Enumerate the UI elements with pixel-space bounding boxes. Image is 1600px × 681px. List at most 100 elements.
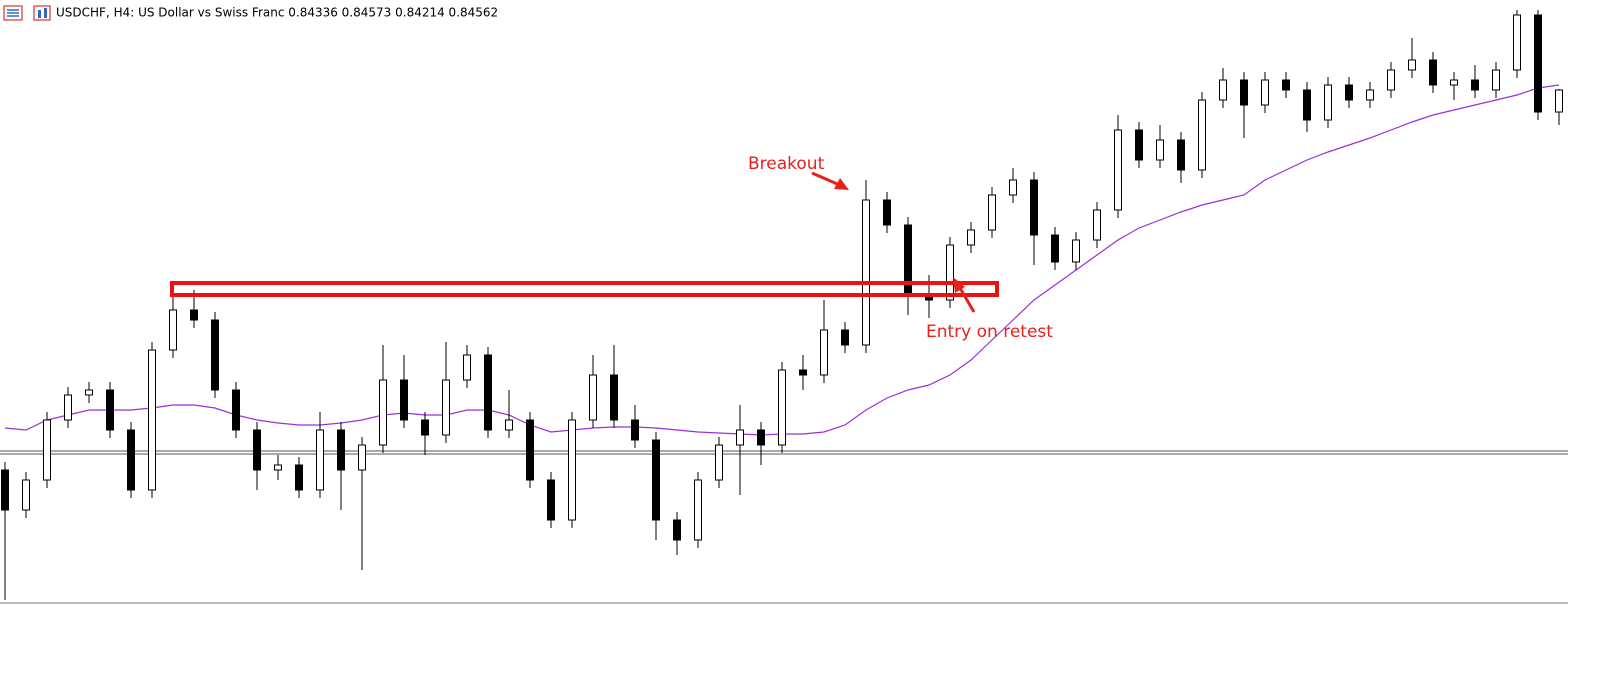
- candle: [127, 422, 135, 498]
- candle-body: [589, 374, 597, 421]
- candle: [715, 437, 723, 488]
- candle: [1135, 122, 1143, 168]
- candle: [85, 382, 93, 403]
- candle: [841, 322, 849, 353]
- candle: [148, 342, 156, 498]
- candle: [778, 362, 786, 453]
- candle-body: [1009, 179, 1017, 196]
- candle: [1009, 168, 1017, 203]
- candle-body: [1261, 79, 1269, 106]
- candle-body: [1177, 139, 1185, 171]
- candle-body: [673, 519, 681, 541]
- candle-body: [1555, 89, 1563, 113]
- candle-body: [211, 319, 219, 391]
- candle-body: [1324, 84, 1332, 121]
- candle: [64, 387, 72, 428]
- candle: [799, 355, 807, 390]
- candle-body: [295, 464, 303, 491]
- candle: [295, 457, 303, 498]
- candle: [1282, 72, 1290, 98]
- candle: [1555, 89, 1563, 125]
- candle-body: [841, 329, 849, 346]
- candle-body: [190, 309, 198, 321]
- candle-body: [1282, 79, 1290, 91]
- arrow-head: [953, 277, 965, 293]
- candle-body: [988, 194, 996, 231]
- candle: [694, 472, 702, 548]
- candle-body: [1429, 59, 1437, 86]
- candle-body: [1408, 59, 1416, 71]
- candle: [610, 345, 618, 428]
- candle: [1387, 62, 1395, 98]
- candle: [547, 472, 555, 528]
- candle-body: [1114, 129, 1122, 211]
- candle: [1261, 72, 1269, 113]
- candle: [967, 222, 975, 253]
- candle-body: [484, 354, 492, 431]
- candle: [820, 300, 828, 383]
- candle: [169, 285, 177, 358]
- candle-body: [400, 379, 408, 421]
- candle-body: [379, 379, 387, 446]
- candle: [1114, 115, 1122, 218]
- candle-body: [358, 444, 366, 471]
- candle-body: [22, 479, 30, 511]
- plot: [1, 10, 1563, 600]
- candle-body: [862, 199, 870, 346]
- candle-body: [1513, 14, 1521, 71]
- arrow: [958, 287, 976, 313]
- candle-body: [106, 389, 114, 431]
- candle-body: [64, 394, 72, 421]
- candle-body: [1135, 129, 1143, 161]
- candle: [463, 345, 471, 388]
- candle: [1492, 62, 1500, 98]
- candle: [883, 192, 891, 233]
- candle-body: [253, 429, 261, 471]
- candle-body: [1303, 89, 1311, 121]
- candle-body: [1051, 234, 1059, 263]
- candle: [1093, 202, 1101, 248]
- candle-body: [1219, 79, 1227, 101]
- candle-body: [148, 349, 156, 491]
- candle: [1030, 172, 1038, 265]
- candle-body: [505, 419, 513, 431]
- candle: [379, 345, 387, 453]
- candle-body: [1030, 179, 1038, 236]
- candle-body: [1240, 79, 1248, 106]
- candle-body: [883, 199, 891, 226]
- candle-body: [778, 369, 786, 446]
- candle-body: [85, 389, 93, 396]
- candle: [1366, 82, 1374, 108]
- candle: [631, 405, 639, 448]
- annotation: Entry on retest: [926, 322, 1053, 342]
- candle-body: [337, 429, 345, 471]
- candle: [589, 355, 597, 428]
- annotation: Breakout: [748, 154, 825, 174]
- candle-body: [757, 429, 765, 446]
- candle-body: [652, 439, 660, 521]
- candle: [673, 512, 681, 555]
- candle: [1534, 10, 1542, 120]
- candle-body: [1366, 89, 1374, 101]
- candle: [400, 355, 408, 428]
- candle: [1450, 72, 1458, 100]
- candle: [43, 412, 51, 488]
- candle-body: [43, 419, 51, 481]
- candle-body: [715, 444, 723, 481]
- candle: [988, 187, 996, 238]
- candle: [568, 412, 576, 528]
- candle: [484, 347, 492, 438]
- candle: [1156, 125, 1164, 168]
- candle-body: [1345, 84, 1353, 101]
- candle-body: [694, 479, 702, 541]
- chart-title: USDCHF, H4: US Dollar vs Swiss Franc 0.8…: [56, 6, 498, 20]
- candle: [862, 180, 870, 353]
- candle: [1198, 92, 1206, 178]
- icon: [44, 8, 47, 18]
- candle: [505, 390, 513, 438]
- candle: [1177, 132, 1185, 183]
- candle: [253, 422, 261, 490]
- candle: [1324, 77, 1332, 128]
